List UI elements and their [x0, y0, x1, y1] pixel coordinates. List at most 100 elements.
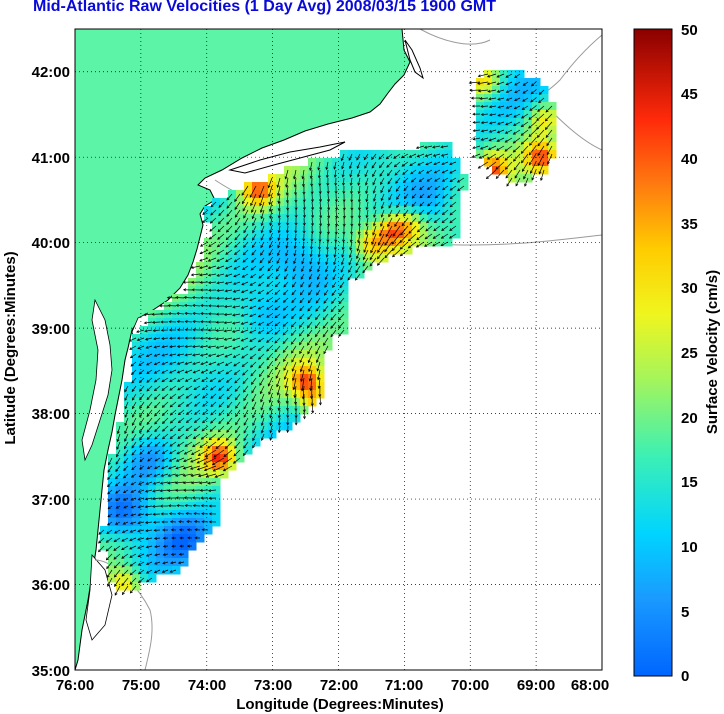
- velocity-arrow: [138, 353, 145, 358]
- velocity-arrow: [193, 513, 201, 515]
- velocity-arrow: [145, 337, 153, 340]
- velocity-cell: [188, 398, 197, 407]
- velocity-arrowhead: [286, 215, 290, 219]
- velocity-arrow: [200, 353, 209, 356]
- velocity-arrowhead: [170, 561, 174, 565]
- velocity-arrow: [309, 161, 313, 171]
- velocity-arrow: [369, 257, 377, 267]
- velocity-cell: [204, 390, 213, 399]
- velocity-arrow: [258, 273, 265, 279]
- velocity-arrowhead: [369, 257, 373, 261]
- velocity-arrowhead: [290, 341, 294, 345]
- velocity-arrowhead: [291, 307, 295, 311]
- velocity-cell: [164, 334, 173, 343]
- velocity-cell: [220, 310, 229, 319]
- velocity-cell: [156, 326, 165, 335]
- velocity-arrowhead: [218, 396, 222, 400]
- velocity-cell: [292, 334, 301, 343]
- velocity-arrow: [259, 369, 265, 377]
- velocity-arrow: [373, 217, 377, 226]
- velocity-arrowhead: [480, 129, 484, 133]
- velocity-cell: [532, 102, 541, 111]
- velocity-arrow: [175, 297, 185, 299]
- velocity-arrowhead: [146, 466, 151, 469]
- velocity-arrowhead: [293, 245, 297, 249]
- velocity-arrow: [426, 217, 433, 224]
- velocity-arrow: [251, 377, 257, 385]
- velocity-arrowhead: [269, 230, 273, 234]
- velocity-arrow: [364, 233, 369, 244]
- velocity-arrowhead: [528, 125, 532, 129]
- velocity-arrow: [521, 129, 529, 136]
- velocity-arrow: [449, 217, 457, 224]
- velocity-arrow: [260, 209, 265, 219]
- velocity-cell: [180, 318, 189, 327]
- velocity-arrowhead: [268, 399, 272, 404]
- velocity-arrow: [234, 217, 241, 226]
- velocity-arrowhead: [307, 316, 311, 320]
- velocity-cell: [196, 302, 205, 311]
- velocity-arrowhead: [294, 238, 298, 242]
- velocity-arrow: [201, 425, 209, 432]
- velocity-cell: [180, 342, 189, 351]
- velocity-arrowhead: [257, 306, 261, 310]
- velocity-arrow: [154, 401, 161, 408]
- velocity-arrowhead: [275, 366, 278, 371]
- velocity-arrowhead: [154, 413, 158, 417]
- velocity-cell: [452, 214, 461, 223]
- velocity-arrow: [528, 129, 537, 137]
- velocity-arrow: [260, 249, 265, 256]
- velocity-arrowhead: [268, 245, 272, 249]
- velocity-arrowhead: [192, 303, 196, 307]
- velocity-arrow: [154, 385, 161, 391]
- velocity-arrow: [129, 553, 137, 558]
- velocity-arrow: [252, 441, 257, 449]
- velocity-arrow: [315, 329, 321, 337]
- velocity-cell: [204, 294, 213, 303]
- velocity-cell: [428, 182, 437, 191]
- velocity-arrow: [315, 337, 321, 346]
- velocity-arrowhead: [480, 104, 484, 108]
- velocity-arrow: [116, 449, 121, 457]
- velocity-arrow: [249, 313, 257, 317]
- velocity-arrowhead: [267, 185, 271, 189]
- velocity-cell: [132, 470, 141, 479]
- velocity-arrowhead: [316, 292, 319, 296]
- velocity-cell: [140, 574, 149, 583]
- velocity-arrowhead: [175, 466, 179, 470]
- velocity-cell: [220, 446, 229, 455]
- velocity-cell: [228, 430, 237, 439]
- velocity-arrowhead: [115, 498, 119, 501]
- velocity-arrowhead: [128, 338, 132, 342]
- velocity-arrow: [315, 297, 321, 304]
- velocity-arrowhead: [251, 252, 255, 256]
- velocity-arrow: [185, 385, 193, 391]
- velocity-arrow: [299, 321, 305, 328]
- velocity-cell: [196, 294, 205, 303]
- velocity-arrowhead: [318, 199, 322, 203]
- velocity-arrow: [283, 361, 289, 371]
- velocity-arrow: [241, 329, 249, 333]
- velocity-cell: [316, 302, 325, 311]
- velocity-arrow: [199, 481, 209, 484]
- velocity-arrow: [226, 425, 233, 433]
- velocity-arrow: [291, 353, 297, 363]
- velocity-arrow: [170, 433, 177, 439]
- velocity-cell: [148, 358, 157, 367]
- velocity-arrowhead: [426, 187, 431, 190]
- velocity-arrow: [144, 329, 153, 332]
- velocity-arrow: [123, 521, 129, 525]
- velocity-cell: [492, 166, 501, 175]
- velocity-arrow: [276, 265, 281, 272]
- velocity-arrow: [241, 281, 249, 286]
- velocity-cell: [284, 318, 293, 327]
- velocity-arrowhead: [505, 97, 509, 101]
- velocity-arrowhead: [137, 546, 141, 549]
- velocity-arrowhead: [226, 379, 230, 383]
- velocity-arrowhead: [506, 183, 510, 187]
- velocity-arrow: [218, 201, 225, 208]
- velocity-arrowhead: [223, 329, 227, 333]
- velocity-arrowhead: [267, 383, 271, 387]
- velocity-arrow: [284, 273, 289, 280]
- velocity-arrowhead: [124, 414, 128, 418]
